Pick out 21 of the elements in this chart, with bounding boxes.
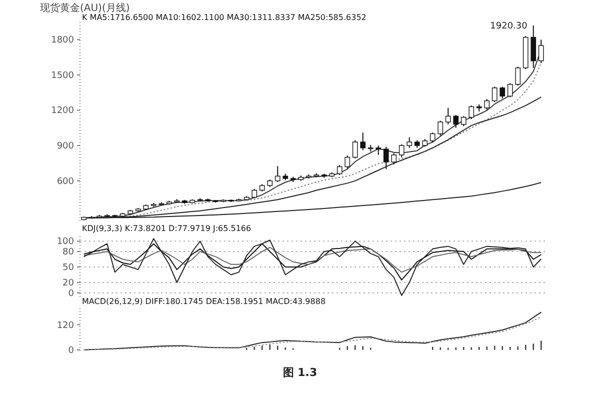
chart-title: KDJ(9,3,3) K:73.8201 D:77.9719 J:65.5166 (82, 224, 252, 233)
line-series (83, 243, 542, 280)
y-tick-label: 1800 (51, 36, 74, 46)
chart-title: 现货黄金(AU)(月线) (40, 2, 130, 14)
y-tick-label: 0 (68, 346, 74, 356)
caption: 图 1.3 (282, 366, 318, 379)
line-series (83, 246, 542, 273)
chart-title: MACD(26,12,9) DIFF:180.1745 DEA:158.1951 MACD:43.9888 (82, 297, 326, 306)
chart-subtitle: K MA5:1716.6500 MA10:1602.1100 MA30:1311.8337 MA250:585.6352 (82, 13, 366, 22)
y-tick-label: 80 (62, 248, 74, 258)
y-tick-label: 0 (68, 288, 74, 299)
y-tick-label: 1200 (51, 106, 74, 116)
y-tick-label: 600 (56, 176, 74, 187)
y-tick-label: 1500 (51, 70, 74, 81)
line-series (83, 238, 542, 296)
annotation: 1920.30 (490, 21, 528, 32)
y-tick-label: 900 (56, 142, 74, 152)
y-tick-label: 120 (56, 320, 74, 331)
y-tick-label: 50 (62, 263, 74, 273)
y-tick-label: 20 (62, 278, 74, 288)
y-tick-label: 100 (56, 237, 74, 248)
